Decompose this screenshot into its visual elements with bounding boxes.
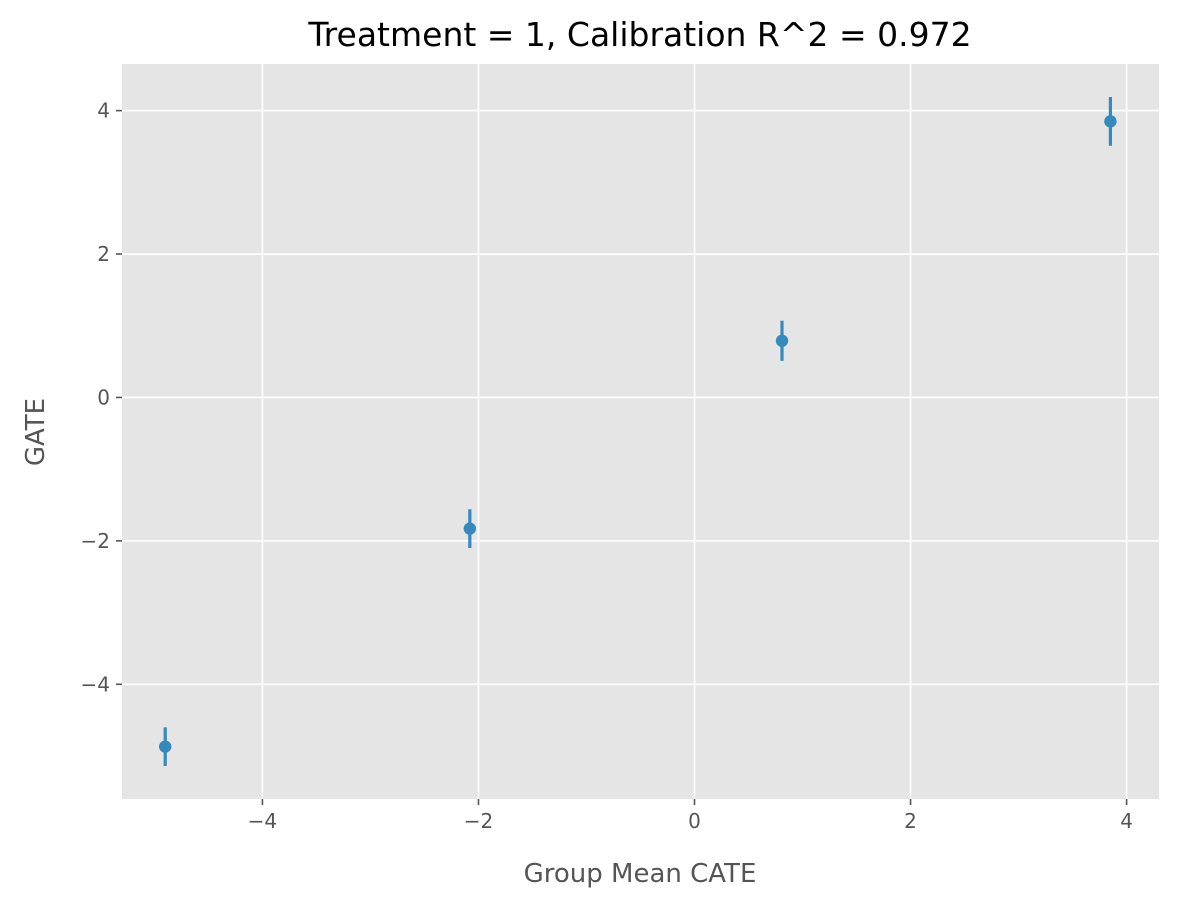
y-axis-label: GATE <box>21 398 51 466</box>
data-point <box>775 334 789 347</box>
x-tick-label: −4 <box>248 809 277 833</box>
x-tick-label: 2 <box>904 809 917 833</box>
x-tick-label: −2 <box>464 809 493 833</box>
data-points <box>159 96 1117 767</box>
data-point <box>1104 115 1117 128</box>
grid <box>122 64 1159 799</box>
y-tick-label: −4 <box>81 672 110 696</box>
plot-area <box>122 64 1159 799</box>
y-tick-label: 4 <box>97 99 110 123</box>
y-tick-label: −2 <box>81 529 110 553</box>
chart-title: Treatment = 1, Calibration R^2 = 0.972 <box>307 15 971 54</box>
x-axis-label: Group Mean CATE <box>524 859 757 889</box>
y-tick-label: 2 <box>97 242 110 266</box>
data-point <box>159 740 172 753</box>
x-tick-label: 4 <box>1120 809 1133 833</box>
ticks: −4 −2 0 2 4 −4 −2 0 2 4 <box>81 99 1133 833</box>
data-point <box>463 522 477 535</box>
y-tick-label: 0 <box>97 385 110 409</box>
x-tick-label: 0 <box>688 809 701 833</box>
